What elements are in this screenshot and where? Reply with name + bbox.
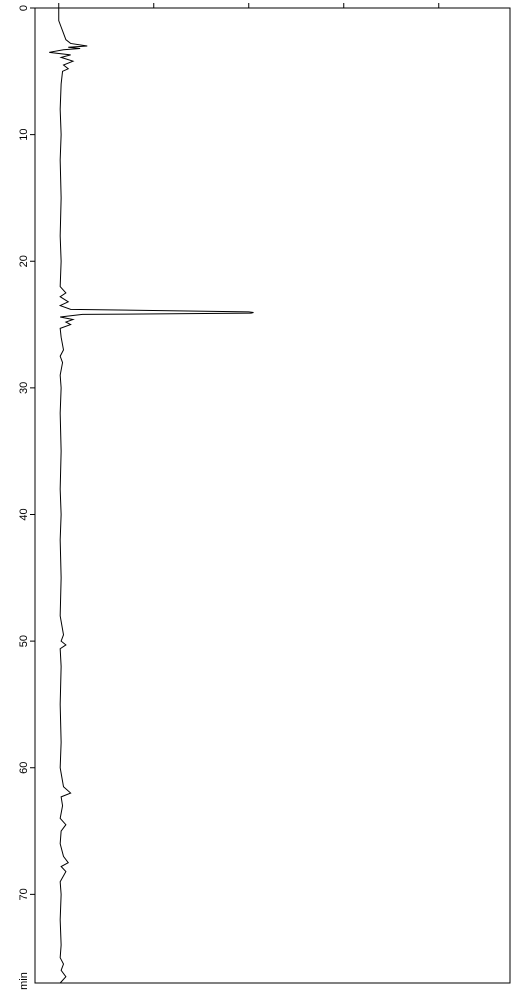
chart-svg: 020406080mAU010203040506070min	[0, 0, 519, 1000]
svg-text:70: 70	[18, 888, 30, 900]
svg-text:10: 10	[18, 128, 30, 140]
svg-text:30: 30	[18, 382, 30, 394]
svg-text:40: 40	[18, 508, 30, 520]
svg-text:0: 0	[18, 5, 30, 11]
x-axis-unit-label: min	[18, 972, 30, 990]
chromatogram-chart: 020406080mAU010203040506070min	[0, 0, 519, 1000]
svg-text:50: 50	[18, 635, 30, 647]
chromatogram-trace	[49, 8, 253, 983]
svg-text:20: 20	[18, 255, 30, 267]
svg-text:60: 60	[18, 762, 30, 774]
